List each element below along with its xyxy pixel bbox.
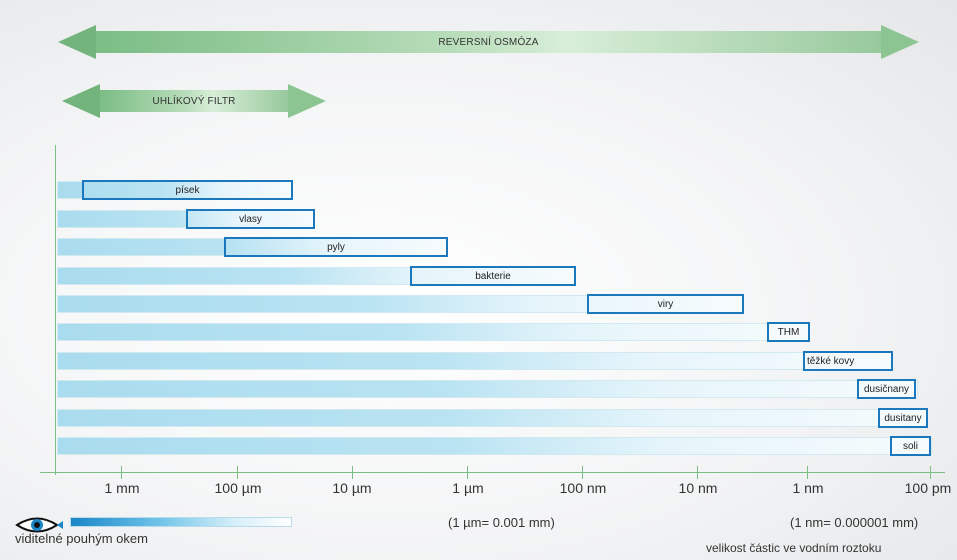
nanometer-note: (1 nm= 0.000001 mm) bbox=[790, 515, 918, 530]
particle-label: dusitany bbox=[884, 413, 921, 424]
arrow-shaft: REVERSNÍ OSMÓZA bbox=[96, 31, 881, 53]
particle-label: bakterie bbox=[475, 271, 511, 282]
arrow-right-head bbox=[881, 25, 919, 59]
tick-label: 10 µm bbox=[332, 480, 371, 496]
micrometer-note: (1 µm= 0.001 mm) bbox=[448, 515, 555, 530]
arrow-shaft: UHLÍKOVÝ FILTR bbox=[100, 90, 288, 112]
axis-tick bbox=[807, 466, 808, 479]
particle-box-hair: vlasy bbox=[186, 209, 315, 229]
particle-range-bar bbox=[57, 437, 932, 455]
arrow-left-head bbox=[62, 84, 100, 118]
visibility-gradient-bar bbox=[70, 517, 292, 527]
carbon-filter-arrow: UHLÍKOVÝ FILTR bbox=[62, 84, 326, 118]
particle-label: soli bbox=[903, 441, 918, 452]
particle-box-heavy-metals: těžké kovy bbox=[803, 351, 893, 371]
arrow-left-head bbox=[58, 25, 96, 59]
particle-box-bacteria: bakterie bbox=[410, 266, 576, 286]
visible-label: viditelné pouhým okem bbox=[15, 531, 148, 546]
tick-label: 1 mm bbox=[105, 480, 140, 496]
axis-tick bbox=[930, 466, 931, 479]
particle-range-bar bbox=[57, 380, 918, 398]
tick-label: 100 µm bbox=[215, 480, 262, 496]
vertical-axis bbox=[55, 145, 56, 475]
tick-label: 10 nm bbox=[679, 480, 718, 496]
axis-tick bbox=[237, 466, 238, 479]
reverse-osmosis-arrow: REVERSNÍ OSMÓZA bbox=[58, 25, 919, 59]
particle-box-nitrates: dusičnany bbox=[857, 379, 916, 399]
particle-label: viry bbox=[658, 299, 674, 310]
tick-label: 100 nm bbox=[560, 480, 607, 496]
axis-tick bbox=[352, 466, 353, 479]
particle-range-bar bbox=[57, 323, 810, 341]
axis-tick bbox=[121, 466, 122, 479]
axis-tick bbox=[467, 466, 468, 479]
particle-label: THM bbox=[778, 327, 800, 338]
particle-box-pollen: pyly bbox=[224, 237, 448, 257]
particle-label: vlasy bbox=[239, 214, 262, 225]
particle-label: písek bbox=[176, 185, 200, 196]
particle-range-bar bbox=[57, 352, 893, 370]
particle-label: těžké kovy bbox=[807, 356, 854, 367]
particle-box-nitrites: dusitany bbox=[878, 408, 928, 428]
carbon-filter-label: UHLÍKOVÝ FILTR bbox=[152, 96, 235, 107]
axis-tick bbox=[582, 466, 583, 479]
horizontal-axis bbox=[40, 472, 945, 473]
particle-box-thm: THM bbox=[767, 322, 810, 342]
particle-box-viruses: viry bbox=[587, 294, 744, 314]
arrow-right-head bbox=[288, 84, 326, 118]
tick-label: 1 nm bbox=[792, 480, 823, 496]
tick-label: 1 µm bbox=[452, 480, 483, 496]
axis-title: velikost částic ve vodním roztoku bbox=[706, 541, 881, 555]
particle-label: pyly bbox=[327, 242, 345, 253]
particle-label: dusičnany bbox=[864, 384, 909, 395]
tick-label: 100 pm bbox=[905, 480, 952, 496]
reverse-osmosis-label: REVERSNÍ OSMÓZA bbox=[438, 37, 538, 48]
particle-box-salts: soli bbox=[890, 436, 931, 456]
axis-tick bbox=[697, 466, 698, 479]
particle-box-sand: písek bbox=[82, 180, 293, 200]
particle-range-bar bbox=[57, 409, 928, 427]
